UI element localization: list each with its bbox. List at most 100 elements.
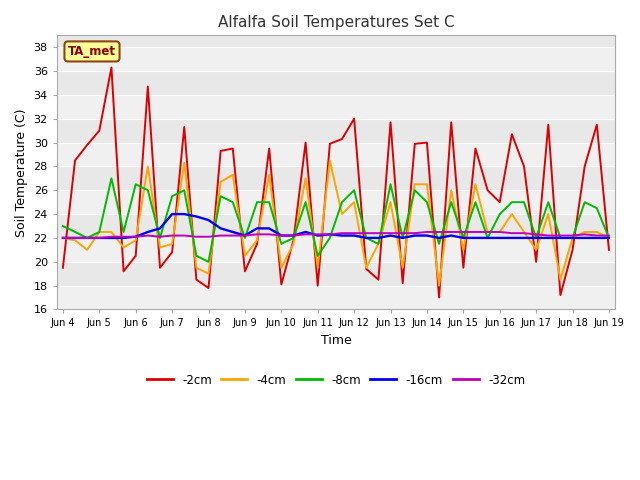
Line: -32cm: -32cm [63, 232, 609, 238]
X-axis label: Time: Time [321, 334, 351, 347]
-4cm [484, 229, 492, 235]
-16cm [253, 226, 261, 231]
-8cm [447, 199, 455, 205]
-4cm [108, 229, 115, 235]
-32cm [399, 230, 406, 236]
-32cm [290, 233, 298, 239]
-16cm [362, 235, 370, 241]
-32cm [387, 230, 394, 236]
-4cm [605, 235, 612, 241]
-4cm [460, 247, 467, 253]
-8cm [362, 235, 370, 241]
-32cm [605, 233, 612, 239]
-4cm [290, 241, 298, 247]
Line: -2cm: -2cm [63, 68, 609, 298]
-16cm [374, 235, 382, 241]
-4cm [338, 211, 346, 217]
-32cm [447, 229, 455, 235]
-4cm [399, 265, 406, 271]
-16cm [144, 229, 152, 235]
-16cm [180, 211, 188, 217]
-8cm [59, 223, 67, 229]
-2cm [387, 120, 394, 125]
-4cm [95, 229, 103, 235]
-4cm [71, 238, 79, 243]
-2cm [229, 145, 237, 151]
-2cm [581, 164, 589, 169]
-2cm [520, 164, 528, 169]
Bar [57, 143, 615, 167]
-32cm [496, 229, 504, 235]
-2cm [605, 247, 612, 253]
Bar [57, 286, 615, 310]
-16cm [120, 235, 127, 241]
-16cm [290, 233, 298, 239]
-32cm [569, 233, 577, 239]
-8cm [435, 241, 443, 247]
-2cm [508, 132, 516, 137]
-16cm [229, 229, 237, 235]
-4cm [193, 265, 200, 271]
-4cm [253, 238, 261, 243]
-16cm [193, 214, 200, 219]
-2cm [156, 265, 164, 271]
-32cm [338, 230, 346, 236]
-16cm [605, 235, 612, 241]
-2cm [314, 283, 321, 288]
-8cm [605, 235, 612, 241]
-32cm [205, 234, 212, 240]
-32cm [217, 233, 225, 239]
-16cm [508, 235, 516, 241]
-8cm [508, 199, 516, 205]
-16cm [520, 235, 528, 241]
-32cm [435, 229, 443, 235]
Bar [57, 71, 615, 95]
-8cm [301, 199, 309, 205]
-16cm [301, 229, 309, 235]
-4cm [205, 271, 212, 276]
-16cm [241, 233, 249, 239]
-32cm [144, 233, 152, 239]
Bar [57, 214, 615, 238]
-4cm [581, 229, 589, 235]
-8cm [132, 181, 140, 187]
-2cm [411, 141, 419, 147]
-2cm [278, 282, 285, 288]
-16cm [423, 233, 431, 239]
-2cm [71, 157, 79, 163]
-8cm [326, 235, 333, 241]
-4cm [241, 253, 249, 259]
-2cm [120, 268, 127, 274]
-32cm [532, 231, 540, 237]
-16cm [71, 235, 79, 241]
Bar [57, 95, 615, 119]
-4cm [120, 245, 127, 251]
-8cm [144, 187, 152, 193]
-2cm [362, 266, 370, 272]
-32cm [362, 230, 370, 236]
-16cm [132, 234, 140, 240]
-8cm [520, 199, 528, 205]
-4cm [374, 241, 382, 247]
-2cm [545, 122, 552, 128]
-32cm [120, 234, 127, 240]
Line: -16cm: -16cm [63, 214, 609, 238]
-16cm [205, 217, 212, 223]
-8cm [83, 235, 91, 241]
-4cm [362, 265, 370, 271]
-32cm [156, 234, 164, 240]
-32cm [301, 231, 309, 237]
-4cm [350, 199, 358, 205]
-4cm [326, 157, 333, 163]
-2cm [569, 247, 577, 253]
-2cm [532, 259, 540, 264]
-4cm [423, 181, 431, 187]
-4cm [593, 229, 601, 235]
-2cm [435, 295, 443, 300]
Bar [57, 119, 615, 143]
-32cm [557, 233, 564, 239]
-8cm [460, 235, 467, 241]
-2cm [447, 120, 455, 125]
-4cm [545, 211, 552, 217]
-2cm [193, 277, 200, 283]
